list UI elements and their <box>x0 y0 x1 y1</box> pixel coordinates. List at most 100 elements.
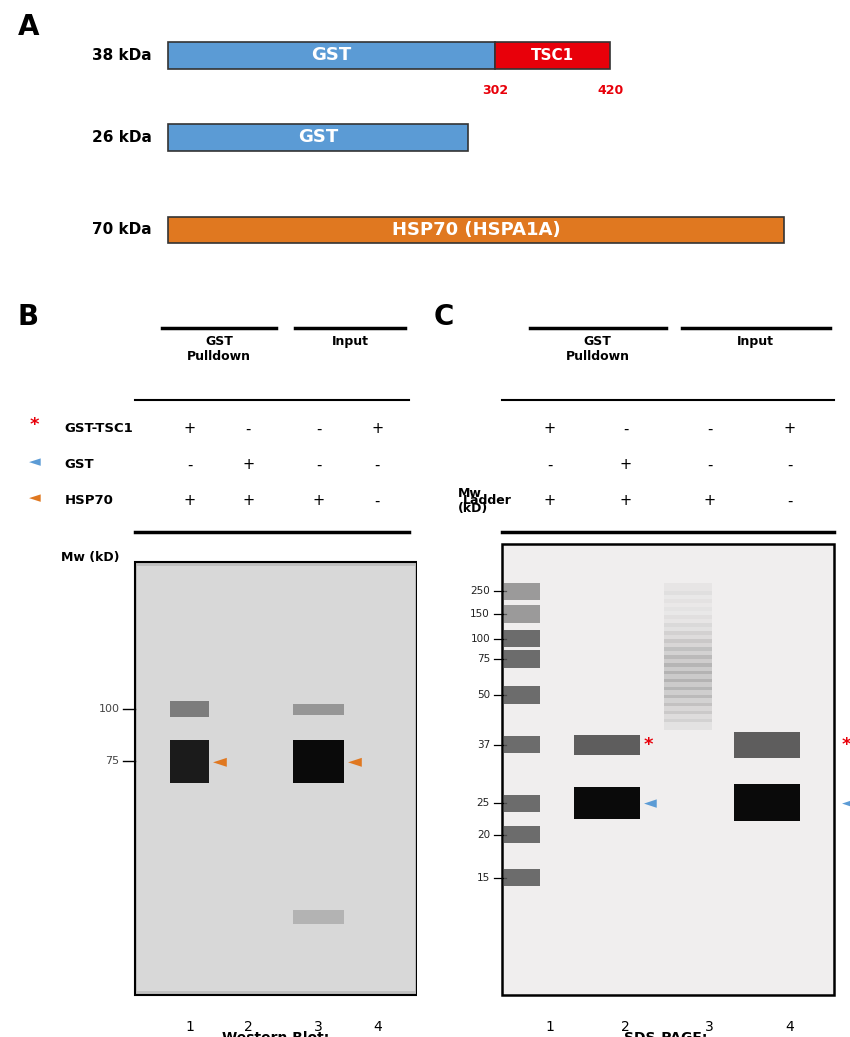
FancyBboxPatch shape <box>574 734 640 755</box>
Text: 250: 250 <box>470 587 490 596</box>
FancyBboxPatch shape <box>167 217 785 243</box>
Text: 4: 4 <box>785 1019 794 1034</box>
Text: 70 kDa: 70 kDa <box>93 222 152 237</box>
FancyBboxPatch shape <box>664 632 711 643</box>
Text: -: - <box>246 421 251 437</box>
FancyBboxPatch shape <box>734 784 800 821</box>
Text: -: - <box>787 494 792 508</box>
Text: +: + <box>313 494 325 508</box>
Text: 25: 25 <box>477 798 490 808</box>
Text: SDS-PAGE:
Coomassie Brilliant  Blue stain: SDS-PAGE: Coomassie Brilliant Blue stain <box>547 1031 785 1037</box>
Text: -: - <box>187 457 192 473</box>
Text: -: - <box>316 421 321 437</box>
Text: GST: GST <box>311 47 352 64</box>
Text: 1: 1 <box>546 1019 554 1034</box>
Text: 1: 1 <box>185 1019 194 1034</box>
Text: 420: 420 <box>598 84 624 97</box>
FancyBboxPatch shape <box>170 701 209 718</box>
Text: A: A <box>18 13 39 41</box>
Text: B: B <box>18 303 39 331</box>
Text: -: - <box>787 457 792 473</box>
Text: HSP70: HSP70 <box>65 495 113 507</box>
Text: 100: 100 <box>470 634 490 644</box>
Text: 302: 302 <box>482 84 508 97</box>
Text: 50: 50 <box>477 690 490 700</box>
Text: 75: 75 <box>105 756 119 766</box>
Text: *: * <box>842 735 850 754</box>
FancyBboxPatch shape <box>664 663 711 674</box>
Text: +: + <box>784 421 796 437</box>
Text: ◄: ◄ <box>30 489 41 505</box>
FancyBboxPatch shape <box>293 704 344 714</box>
FancyBboxPatch shape <box>293 909 344 924</box>
Text: +: + <box>371 421 383 437</box>
FancyBboxPatch shape <box>664 584 711 595</box>
Text: 26 kDa: 26 kDa <box>92 130 152 145</box>
Text: GST
Pulldown: GST Pulldown <box>566 335 630 363</box>
FancyBboxPatch shape <box>504 869 540 887</box>
Text: *: * <box>643 735 654 754</box>
FancyBboxPatch shape <box>504 736 540 753</box>
Text: +: + <box>544 421 556 437</box>
Text: ◄: ◄ <box>348 752 362 770</box>
Text: GST: GST <box>298 129 338 146</box>
FancyBboxPatch shape <box>504 583 540 600</box>
FancyBboxPatch shape <box>504 826 540 843</box>
FancyBboxPatch shape <box>137 566 415 991</box>
Text: ◄: ◄ <box>30 454 41 469</box>
FancyBboxPatch shape <box>664 615 711 626</box>
Text: 15: 15 <box>477 872 490 882</box>
Text: Mw (kD): Mw (kD) <box>61 552 119 564</box>
Text: +: + <box>544 494 556 508</box>
FancyBboxPatch shape <box>664 647 711 658</box>
FancyBboxPatch shape <box>664 703 711 714</box>
Text: GST: GST <box>65 458 94 472</box>
Text: 2: 2 <box>244 1019 252 1034</box>
FancyBboxPatch shape <box>170 739 209 783</box>
FancyBboxPatch shape <box>664 608 711 619</box>
FancyBboxPatch shape <box>504 650 540 668</box>
FancyBboxPatch shape <box>496 43 610 68</box>
FancyBboxPatch shape <box>664 719 711 730</box>
Text: +: + <box>242 494 254 508</box>
Text: 3: 3 <box>706 1019 714 1034</box>
Text: -: - <box>623 421 628 437</box>
FancyBboxPatch shape <box>504 606 540 622</box>
Text: ◄: ◄ <box>842 794 850 812</box>
Text: TSC1: TSC1 <box>531 48 575 63</box>
FancyBboxPatch shape <box>664 686 711 698</box>
Text: -: - <box>707 421 712 437</box>
Text: 37: 37 <box>477 739 490 750</box>
Text: +: + <box>620 494 632 508</box>
Text: GST-TSC1: GST-TSC1 <box>65 422 133 436</box>
Text: +: + <box>184 421 196 437</box>
FancyBboxPatch shape <box>135 562 416 994</box>
Text: ◄: ◄ <box>643 794 656 812</box>
Text: -: - <box>547 457 552 473</box>
FancyBboxPatch shape <box>504 630 540 647</box>
FancyBboxPatch shape <box>293 739 344 783</box>
FancyBboxPatch shape <box>574 787 640 819</box>
Text: +: + <box>704 494 716 508</box>
Text: +: + <box>184 494 196 508</box>
FancyBboxPatch shape <box>664 639 711 650</box>
Text: 150: 150 <box>470 609 490 619</box>
FancyBboxPatch shape <box>664 671 711 682</box>
Text: 3: 3 <box>314 1019 323 1034</box>
Text: +: + <box>620 457 632 473</box>
Text: -: - <box>375 494 380 508</box>
Text: Ladder: Ladder <box>463 495 512 507</box>
FancyBboxPatch shape <box>664 591 711 602</box>
FancyBboxPatch shape <box>664 679 711 691</box>
FancyBboxPatch shape <box>504 794 540 812</box>
Text: -: - <box>375 457 380 473</box>
FancyBboxPatch shape <box>664 655 711 667</box>
FancyBboxPatch shape <box>504 686 540 704</box>
Text: 100: 100 <box>99 704 119 714</box>
Text: Input: Input <box>737 335 774 348</box>
Text: 2: 2 <box>621 1019 630 1034</box>
FancyBboxPatch shape <box>502 544 834 994</box>
Text: ◄: ◄ <box>213 752 227 770</box>
Text: *: * <box>30 416 39 435</box>
Text: GST
Pulldown: GST Pulldown <box>187 335 251 363</box>
